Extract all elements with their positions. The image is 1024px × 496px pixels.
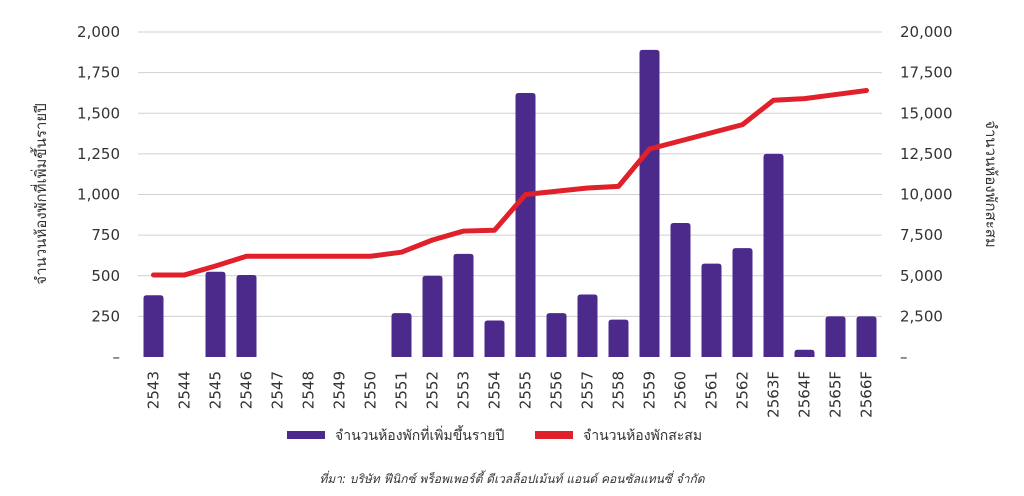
right-tick-label: 15,000 (900, 104, 953, 122)
x-tick-label: 2545 (207, 371, 225, 409)
x-tick-label: 2555 (517, 371, 535, 409)
x-tick-label: 2546 (238, 371, 256, 409)
x-tick-label: 2547 (269, 371, 287, 409)
bar-2559 (639, 49, 660, 357)
bar-2551 (391, 313, 412, 357)
left-tick-label: – (113, 348, 121, 366)
x-tick-label: 2561 (703, 371, 721, 409)
right-tick-label: 12,500 (900, 145, 953, 163)
bar-2553 (453, 253, 474, 357)
x-tick-label: 2560 (672, 371, 690, 409)
bar-2545 (205, 271, 226, 357)
right-tick-label: 17,500 (900, 64, 953, 82)
left-tick-label: 1,250 (77, 145, 120, 163)
bar-2565F (825, 316, 846, 357)
right-tick-label: – (900, 348, 908, 366)
left-tick-label: 1,750 (77, 64, 120, 82)
right-tick-label: 2,500 (900, 307, 943, 325)
legend: จำนวนห้องพักที่เพิ่มขึ้นรายปี จำนวนห้องพ… (287, 425, 702, 444)
x-tick-label: 2562 (734, 371, 752, 409)
bar-2562 (732, 248, 753, 357)
legend-bar-label: จำนวนห้องพักที่เพิ่มขึ้นรายปี (335, 425, 504, 444)
left-axis-title: จำนวนห้องพักที่เพิ่มขึ้นรายปี (30, 103, 50, 284)
left-tick-label: 2,000 (77, 23, 120, 41)
right-axis-title: จำนวนห้องพักสะสม (982, 120, 1000, 248)
bar-2557 (577, 294, 598, 357)
x-tick-label: 2543 (145, 371, 163, 409)
bar-2560 (670, 222, 691, 357)
x-axis-ticks: 2543 2544 2545 2546 2547 2548 2549 2550 2551 2552… (145, 371, 876, 418)
x-tick-label: 2554 (486, 371, 504, 409)
bar-2552 (422, 275, 443, 357)
left-axis-ticks: – 250 500 750 1,000 1,250 1,500 1,750 2,000 (77, 23, 120, 366)
legend-bar-swatch (287, 431, 325, 439)
x-tick-label: 2559 (641, 371, 659, 409)
bar-2543 (143, 295, 164, 357)
x-tick-label: 2563F (765, 371, 783, 418)
left-tick-label: 1,500 (77, 104, 120, 122)
bar-2558 (608, 319, 629, 357)
bar-2566F (856, 316, 877, 357)
line-series (151, 88, 869, 278)
bar-series (143, 49, 877, 357)
bar-2554 (484, 320, 505, 357)
x-tick-label: 2558 (610, 371, 628, 409)
left-tick-label: 750 (91, 226, 120, 244)
x-tick-label: 2557 (579, 371, 597, 409)
x-tick-label: 2556 (548, 371, 566, 409)
right-tick-label: 10,000 (900, 186, 953, 204)
right-tick-label: 5,000 (900, 267, 943, 285)
cumulative-rooms-line (151, 88, 869, 278)
bar-2564F (794, 349, 815, 357)
right-tick-label: 20,000 (900, 23, 953, 41)
x-tick-label: 2549 (331, 371, 349, 409)
x-tick-label: 2550 (362, 371, 380, 409)
x-tick-label: 2551 (393, 371, 411, 409)
left-tick-label: 1,000 (77, 186, 120, 204)
legend-line-swatch (535, 431, 573, 439)
right-tick-label: 7,500 (900, 226, 943, 244)
left-tick-label: 250 (91, 307, 120, 325)
x-tick-label: 2565F (827, 371, 845, 418)
x-tick-label: 2566F (858, 371, 876, 418)
x-tick-label: 2564F (796, 371, 814, 418)
x-tick-label: 2553 (455, 371, 473, 409)
left-tick-label: 500 (91, 267, 120, 285)
right-axis-ticks: – 2,500 5,000 7,500 10,000 12,500 15,000 17,500… (900, 23, 953, 366)
x-tick-label: 2552 (424, 371, 442, 409)
bar-2563F (763, 153, 784, 357)
x-tick-label: 2544 (176, 371, 194, 409)
source-note: ที่มา: บริษัท ฟีนิกซ์ พร็อพเพอร์ตี้ ดีเว… (319, 470, 705, 486)
x-tick-label: 2548 (300, 371, 318, 409)
bar-2556 (546, 313, 567, 357)
bar-2546 (236, 274, 257, 357)
bar-2555 (515, 92, 536, 357)
legend-line-label: จำนวนห้องพักสะสม (583, 428, 702, 444)
gridlines (138, 31, 882, 317)
bar-2561 (701, 263, 722, 357)
